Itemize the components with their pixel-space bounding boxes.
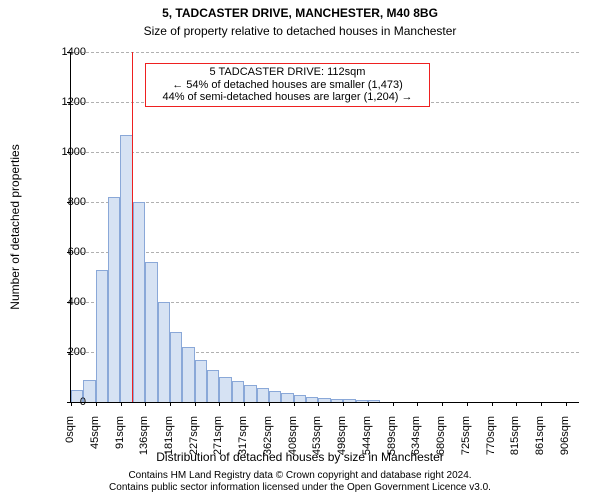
- y-tick-label: 0: [80, 396, 86, 408]
- x-tick: [343, 402, 344, 406]
- y-tick-label: 200: [68, 346, 86, 358]
- reference-line: [132, 52, 133, 402]
- histogram-bar: [158, 302, 170, 402]
- x-tick: [541, 402, 542, 406]
- x-tick: [96, 402, 97, 406]
- x-tick-label: 408sqm: [287, 416, 299, 456]
- x-tick: [368, 402, 369, 406]
- x-tick: [269, 402, 270, 406]
- x-tick: [516, 402, 517, 406]
- histogram-bar: [343, 399, 355, 402]
- histogram-bar: [145, 262, 157, 402]
- x-tick: [492, 402, 493, 406]
- histogram-bar: [96, 270, 108, 403]
- x-tick-label: 634sqm: [410, 416, 422, 456]
- x-tick-label: 544sqm: [361, 416, 373, 456]
- x-tick-label: 362sqm: [262, 416, 274, 456]
- x-tick: [467, 402, 468, 406]
- histogram-bar: [133, 202, 145, 402]
- histogram-bar: [356, 400, 368, 402]
- footer-line1: Contains HM Land Registry data © Crown c…: [0, 470, 600, 482]
- histogram-bar: [244, 385, 256, 403]
- x-tick-label: 317sqm: [237, 416, 249, 456]
- histogram-bar: [281, 393, 293, 402]
- x-tick: [121, 402, 122, 406]
- chart-subtitle: Size of property relative to detached ho…: [0, 24, 600, 38]
- x-tick-label: 453sqm: [311, 416, 323, 456]
- x-tick: [145, 402, 146, 406]
- histogram-bar: [368, 400, 380, 402]
- x-tick: [170, 402, 171, 406]
- y-tick-label: 1000: [62, 146, 86, 158]
- histogram-bar: [294, 395, 306, 403]
- histogram-bar: [108, 197, 120, 402]
- x-tick: [294, 402, 295, 406]
- histogram-bar: [207, 370, 219, 403]
- gridline: [71, 52, 579, 53]
- x-tick: [195, 402, 196, 406]
- x-tick: [417, 402, 418, 406]
- x-tick: [244, 402, 245, 406]
- annotation-line3: 44% of semi-detached houses are larger (…: [150, 91, 425, 104]
- histogram-bar: [170, 332, 182, 402]
- x-tick-label: 589sqm: [386, 416, 398, 456]
- histogram-bar: [232, 381, 244, 402]
- footer: Contains HM Land Registry data © Crown c…: [0, 470, 600, 494]
- y-axis-label: Number of detached properties: [8, 144, 22, 309]
- x-tick-label: 498sqm: [336, 416, 348, 456]
- x-tick-label: 91sqm: [114, 416, 126, 456]
- x-tick: [219, 402, 220, 406]
- x-tick: [393, 402, 394, 406]
- y-tick-label: 1200: [62, 96, 86, 108]
- histogram-bar: [120, 135, 132, 403]
- x-tick-label: 815sqm: [509, 416, 521, 456]
- histogram-bar: [195, 360, 207, 403]
- annotation-line2: ← 54% of detached houses are smaller (1,…: [150, 79, 425, 92]
- x-tick-label: 770sqm: [485, 416, 497, 456]
- chart-title: 5, TADCASTER DRIVE, MANCHESTER, M40 8BG: [0, 6, 600, 20]
- x-tick: [442, 402, 443, 406]
- annotation-line1: 5 TADCASTER DRIVE: 112sqm: [150, 66, 425, 79]
- gridline: [71, 152, 579, 153]
- x-tick-label: 181sqm: [163, 416, 175, 456]
- x-tick: [566, 402, 567, 406]
- histogram-bar: [182, 347, 194, 402]
- y-tick-label: 800: [68, 196, 86, 208]
- reference-annotation: 5 TADCASTER DRIVE: 112sqm ← 54% of detac…: [145, 63, 430, 107]
- y-tick-label: 600: [68, 246, 86, 258]
- x-tick-label: 45sqm: [89, 416, 101, 456]
- histogram-bar: [306, 397, 318, 403]
- x-tick-label: 271sqm: [212, 416, 224, 456]
- histogram-bar: [257, 388, 269, 402]
- histogram-bar: [318, 398, 330, 403]
- histogram-bar: [269, 391, 281, 402]
- histogram-bar: [219, 377, 231, 402]
- y-tick-label: 1400: [62, 46, 86, 58]
- gridline: [71, 202, 579, 203]
- x-tick-label: 906sqm: [559, 416, 571, 456]
- y-tick-label: 400: [68, 296, 86, 308]
- x-tick-label: 680sqm: [435, 416, 447, 456]
- x-tick-label: 136sqm: [138, 416, 150, 456]
- x-tick-label: 725sqm: [460, 416, 472, 456]
- x-tick: [71, 402, 72, 406]
- footer-line2: Contains public sector information licen…: [0, 482, 600, 494]
- x-tick-label: 227sqm: [188, 416, 200, 456]
- histogram-bar: [331, 399, 343, 403]
- x-tick-label: 861sqm: [534, 416, 546, 456]
- x-tick-label: 0sqm: [64, 416, 76, 456]
- x-tick: [318, 402, 319, 406]
- gridline: [71, 252, 579, 253]
